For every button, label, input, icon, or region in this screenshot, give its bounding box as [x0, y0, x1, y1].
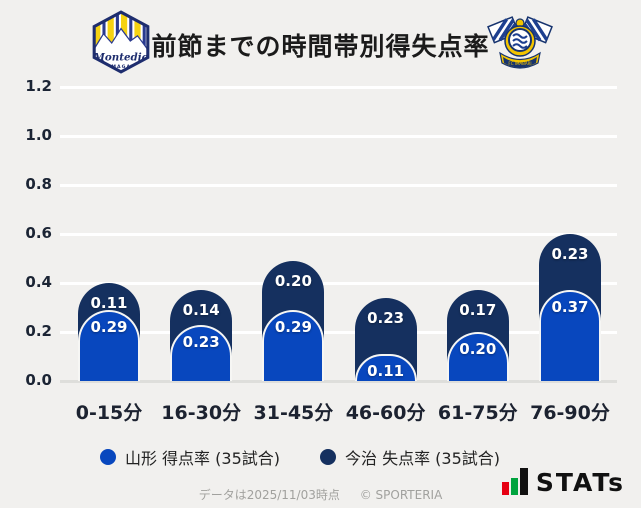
- bar-value-yamagata: 0.11: [367, 362, 405, 381]
- x-axis-label: 0-15分: [75, 402, 143, 424]
- grid-line: [60, 85, 617, 89]
- y-axis-tick-label: 0.2: [25, 322, 52, 340]
- bar-value-yamagata: 0.37: [551, 298, 589, 317]
- bar-segment-yamagata-scored: [170, 324, 233, 381]
- x-axis-label: 61-75分: [437, 402, 518, 424]
- grid-line: [60, 134, 617, 138]
- svg-text:YAMAGATA: YAMAGATA: [102, 64, 139, 70]
- x-axis-baseline: [60, 379, 617, 383]
- fc-imabari-logo-image: FC IMABARI: [487, 16, 553, 69]
- bar-segment-yamagata-scored: [78, 309, 140, 381]
- bar-value-yamagata: 0.20: [459, 340, 497, 358]
- grid-line: [60, 183, 617, 187]
- y-axis-tick-label: 0.4: [25, 273, 52, 291]
- stats-logo: STATs: [501, 468, 625, 497]
- montedio-yamagata-logo-image: Montedio YAMAGATA: [92, 10, 150, 74]
- y-axis-tick-label: 0.0: [25, 371, 52, 389]
- stats-bars-icon: [501, 468, 528, 495]
- legend-swatch: [99, 449, 116, 465]
- bar-segment-yamagata-scored: [539, 290, 601, 381]
- page-title: 前節までの時間帯別得失点率: [151, 32, 490, 61]
- svg-text:FC IMABARI: FC IMABARI: [508, 61, 531, 66]
- x-axis-label: 31-45分: [253, 402, 334, 424]
- bar-segment-yamagata-scored: [354, 354, 417, 381]
- x-axis-label: 76-90分: [530, 402, 610, 424]
- x-axis-label: 16-30分: [161, 402, 242, 424]
- bar-value-imabari: 0.23: [367, 308, 405, 327]
- legend-label: 今治 失点率 (35試合): [345, 449, 501, 468]
- y-axis-tick-label: 0.6: [25, 224, 52, 242]
- bar-value-imabari: 0.20: [274, 271, 312, 290]
- svg-text:Montedio: Montedio: [92, 52, 148, 64]
- legend-label: 山形 得点率 (35試合): [124, 449, 280, 468]
- stats-wordmark: STATs: [535, 468, 625, 497]
- grid-line: [60, 281, 617, 285]
- montedio-yamagata-logo: Montedio YAMAGATA: [86, 9, 156, 79]
- bar-value-yamagata: 0.23: [182, 332, 220, 351]
- bar-segment-yamagata-scored: [262, 309, 325, 381]
- x-axis-label: 46-60分: [345, 402, 426, 424]
- grid-line: [60, 232, 617, 236]
- bar-value-imabari: 0.17: [459, 301, 497, 320]
- bar-value-yamagata: 0.29: [90, 317, 128, 336]
- bar-value-imabari: 0.23: [551, 245, 589, 263]
- grid-line: [60, 330, 617, 334]
- y-axis-tick-label: 1.0: [25, 126, 52, 144]
- copyright: © SPORTERIA: [359, 488, 443, 502]
- y-axis-tick-label: 1.2: [25, 77, 52, 95]
- chart-legend: 山形 得点率 (35試合) 今治 失点率 (35試合): [0, 445, 600, 469]
- legend-item: 山形 得点率 (35試合): [99, 445, 280, 469]
- y-axis-tick-label: 0.8: [25, 175, 52, 193]
- legend-swatch: [320, 449, 336, 465]
- bar-value-yamagata: 0.29: [274, 317, 312, 336]
- footer-note: データは2025/11/03時点 © SPORTERIA: [0, 486, 641, 503]
- bar-value-imabari: 0.11: [90, 294, 128, 312]
- legend-item: 今治 失点率 (35試合): [320, 445, 500, 469]
- data-timestamp: データは2025/11/03時点: [198, 488, 340, 502]
- bar-value-imabari: 0.14: [182, 301, 220, 320]
- bar-segment-yamagata-scored: [446, 332, 509, 381]
- fc-imabari-logo: FC IMABARI: [487, 13, 553, 75]
